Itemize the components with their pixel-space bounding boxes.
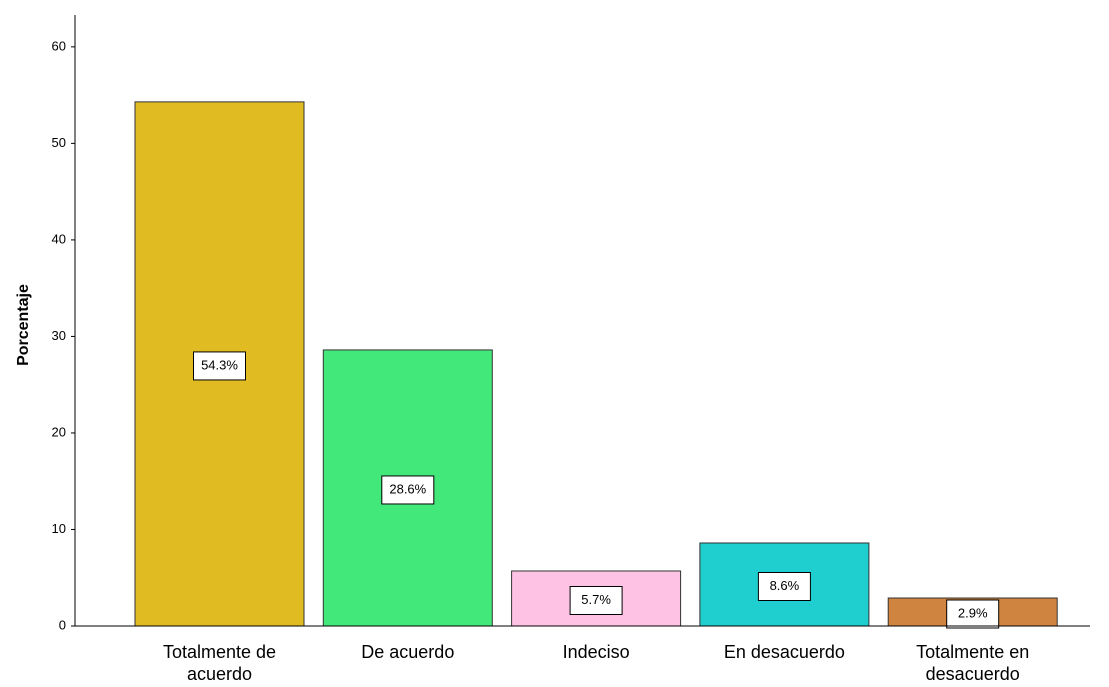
x-tick-label: desacuerdo — [926, 664, 1020, 684]
x-tick-label: acuerdo — [187, 664, 252, 684]
y-tick-label: 40 — [52, 231, 66, 246]
x-tick-label: Totalmente de — [163, 642, 276, 662]
y-axis-label: Porcentaje — [15, 284, 32, 366]
value-label: 2.9% — [958, 605, 988, 620]
value-label-box — [757, 571, 811, 601]
value-label: 28.6% — [389, 481, 426, 496]
value-label: 8.6% — [770, 578, 800, 593]
value-label-box — [569, 585, 623, 615]
y-tick-label: 60 — [52, 38, 66, 53]
value-label: 5.7% — [581, 592, 611, 607]
y-tick-label: 50 — [52, 135, 66, 150]
x-tick-label: En desacuerdo — [724, 642, 845, 662]
y-tick-label: 10 — [52, 521, 66, 536]
x-tick-label: De acuerdo — [361, 642, 454, 662]
x-tick-label: Indeciso — [563, 642, 630, 662]
y-tick-label: 0 — [59, 617, 66, 632]
y-tick-label: 30 — [52, 328, 66, 343]
value-label-box — [193, 351, 246, 381]
y-tick-label: 20 — [52, 424, 66, 439]
value-label-box — [381, 475, 435, 505]
value-label-box — [946, 599, 1000, 629]
x-tick-label: Totalmente en — [916, 642, 1029, 662]
value-label: 54.3% — [201, 357, 238, 372]
